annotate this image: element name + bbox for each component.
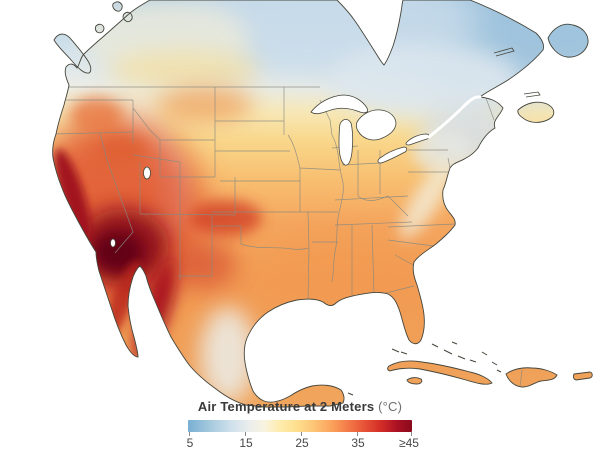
anticosti-island [493, 47, 515, 57]
st-lawrence-river [427, 95, 482, 139]
great-salt-lake [143, 166, 151, 180]
legend-tick-label: 15 [239, 436, 253, 450]
newfoundland-island [547, 23, 589, 58]
legend-tick-label: 35 [351, 436, 365, 450]
jamaica-island [406, 377, 423, 385]
lake-huron [355, 109, 397, 141]
legend-tick [189, 432, 190, 436]
legend-title: Air Temperature at 2 Meters (°C) [145, 399, 455, 414]
nova-scotia [517, 101, 555, 123]
hispaniola-island [505, 367, 558, 388]
salton-sea [110, 238, 116, 248]
puerto-rico-island [572, 371, 593, 381]
cozumel-island [347, 392, 354, 396]
legend-tick [357, 432, 358, 436]
prince-edward-island [523, 91, 541, 98]
legend-tick [301, 432, 302, 436]
coastlines [52, 0, 593, 408]
cuba-island [387, 360, 493, 385]
lake-erie [377, 146, 408, 164]
vancouver-island [53, 33, 92, 74]
legend-title-text: Air Temperature at 2 Meters [197, 399, 375, 414]
legend-colorbar [188, 420, 412, 432]
legend-tick-label: ≥45 [399, 436, 419, 450]
great-lakes [110, 94, 430, 248]
legend-tick-label: 5 [186, 436, 194, 450]
lake-superior [310, 94, 368, 115]
alaska-panhandle-islands [94, 1, 133, 34]
lake-ontario [405, 133, 430, 146]
legend-tick-label: 25 [295, 436, 309, 450]
lake-michigan [338, 118, 354, 166]
legend-tick [245, 432, 246, 436]
legend-tick [411, 432, 412, 436]
bahamas-islands [431, 341, 502, 373]
legend: Air Temperature at 2 Meters (°C) 5 15 25… [185, 399, 419, 451]
florida-keys [391, 348, 408, 355]
legend-title-unit: (°C) [374, 399, 403, 414]
